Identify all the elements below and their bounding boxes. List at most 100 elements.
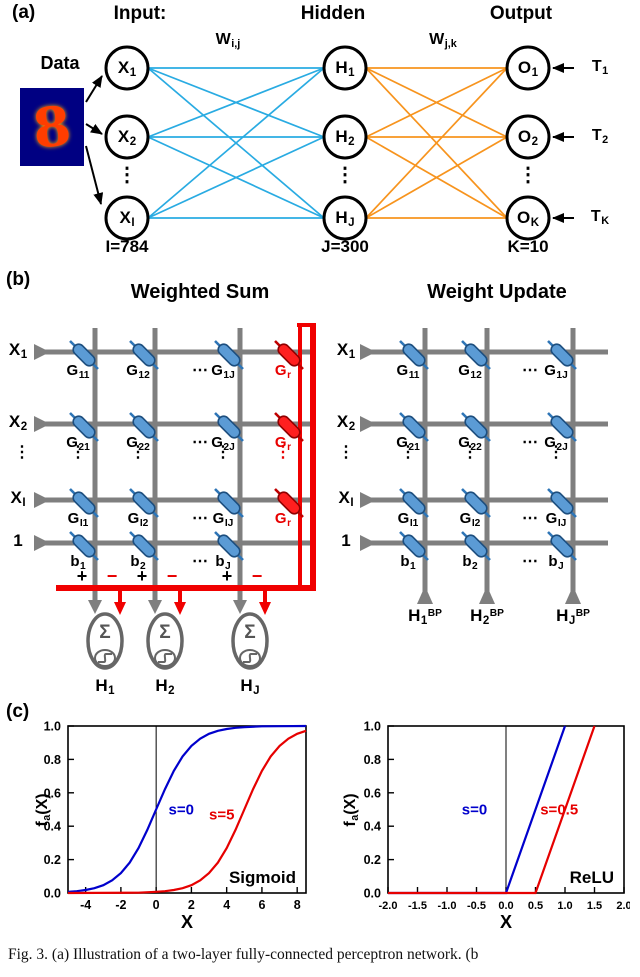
input-node-circle (104, 45, 150, 91)
ws-col-ellipsis-2: ⋮ (70, 444, 86, 461)
x-tick-label: 1.5 (587, 900, 602, 912)
network-diagram-svg (85, 45, 574, 241)
weight-ij-label: Wi,j (215, 31, 241, 51)
wu-conductance-label-33: GIJ (545, 510, 567, 529)
relu-chart-svg: -2.0 -1.5 -1.0 -0.5 0.0 0.5 1.0 1.5 2.0 0.0 0.2 0.4… (364, 720, 632, 913)
ws-bias-label-3: bJ (215, 553, 231, 572)
wu-row-label-4: 1 (341, 531, 351, 550)
neuron-circles (104, 45, 551, 241)
hidden-output-weight-lines (365, 67, 508, 219)
ws-conductance-label-32: GI2 (127, 510, 149, 529)
wu-row-ellipsis-3: ⋯ (522, 510, 538, 527)
series-label: s=0 (462, 802, 487, 819)
input-node-label-xi: XI (119, 208, 135, 230)
plus-sign-3: + (221, 566, 233, 586)
wu-input-arrows (360, 344, 581, 604)
wu-conductance-label-13: G1J (544, 362, 568, 381)
wu-conductance-label-22: G22 (458, 434, 482, 453)
y-tick-label: 0.0 (44, 887, 61, 901)
hidden-node-circle (322, 195, 368, 241)
ws-reference-conductance-label-1: Gr (274, 362, 292, 381)
wu-conductance-label-32: GI2 (459, 510, 481, 529)
panel-a-tag: (a) (12, 2, 36, 23)
sigmoid-y-axis-label: fa(X) (34, 793, 54, 827)
ws-reference-conductance-label-3: Gr (274, 510, 292, 529)
ws-conductance-label-31: GI1 (67, 510, 89, 529)
backprop-label-2: H2BP (470, 606, 504, 628)
relu-x-axis-label: X (499, 912, 512, 932)
sigmoid-x-axis-label: X (180, 912, 193, 932)
activation-name: ReLU (570, 868, 614, 887)
wu-conductance-label-23: G2J (544, 434, 568, 453)
ws-col-ellipsis-4: ⋮ (215, 444, 231, 461)
panel-c-tag: (c) (6, 701, 30, 722)
ws-row-ellipsis-3: ⋯ (192, 510, 208, 527)
output-count-label: K=10 (507, 237, 549, 256)
x-tick-label: -1.0 (438, 900, 457, 912)
x-tick-label: -2 (115, 898, 126, 912)
ws-conductance-label-13: G1J (211, 362, 235, 381)
sigmoid-plot: -4 -2 0 2 4 6 8 0.0 0.2 0.4 0.6 0.8 1.0 s=0 s=5 Sigmoid (18, 706, 312, 946)
wu-col-ellipsis-2: ⋮ (400, 444, 416, 461)
sum-activation-units: Σ Σ Σ (86, 612, 269, 670)
ws-row-label-4: 1 (13, 531, 23, 550)
target-label-t1: T1 (591, 58, 609, 78)
hidden-node-label-h1: H1 (335, 58, 355, 80)
ws-conductance-label-21: G21 (66, 434, 90, 453)
crossbar-diagram-svg: Σ Σ Σ (34, 323, 608, 670)
sigmoid-glyph (243, 653, 257, 663)
input-node-circle (104, 114, 150, 160)
output-node-label-ok: OK (516, 208, 540, 230)
x-tick-label: -4 (80, 898, 91, 912)
hidden-output-label-1: H1 (95, 676, 115, 698)
sigmoid-chart-svg: -4 -2 0 2 4 6 8 0.0 0.2 0.4 0.6 0.8 1.0 s=0 s=5 Sigmoid (44, 720, 307, 912)
output-ellipsis: ⋮ (518, 164, 538, 186)
hidden-node-label-h2: H2 (335, 127, 355, 149)
x-tick-label: 6 (258, 898, 265, 912)
y-tick-label: 0.6 (44, 786, 61, 800)
data-input-arrows (85, 75, 104, 205)
wu-col-ellipsis-4: ⋮ (548, 444, 564, 461)
digit-8: 8 (29, 93, 75, 161)
relu-y-axis-label: fa(X) (342, 793, 362, 827)
ws-conductance-label-12: G12 (126, 362, 150, 381)
ws-row-ellipsis-4: ⋯ (192, 553, 208, 570)
y-tick-label: 0.4 (364, 820, 381, 834)
input-count-label: I=784 (105, 237, 149, 256)
panel-b-tag: (b) (6, 269, 31, 290)
y-tick-label: 0.8 (364, 753, 381, 767)
sigma-symbol: Σ (159, 622, 170, 643)
ws-bias-label-1: b1 (70, 553, 86, 572)
sigma-symbol: Σ (244, 622, 255, 643)
hidden-count-label: J=300 (321, 237, 369, 256)
plus-sign-1: + (76, 566, 88, 586)
weight-jk-label: Wj,k (429, 31, 457, 51)
sigmoid-glyph (158, 653, 172, 663)
wu-row-label-2: X2 (336, 412, 356, 434)
x-tick-label: 0 (153, 898, 160, 912)
ws-col-ellipsis-3: ⋮ (130, 444, 146, 461)
output-node-circle (505, 45, 551, 91)
ws-conductance-label-33: GIJ (212, 510, 234, 529)
series-label: s=5 (209, 807, 234, 824)
wu-row-ellipsis-2: ⋯ (522, 434, 538, 451)
ws-row-label-3: XI (10, 488, 26, 510)
sigma-symbol: Σ (99, 622, 110, 643)
wu-conductance-label-11: G11 (396, 362, 420, 381)
ws-row-ellipsis-2: ⋯ (192, 434, 208, 451)
x-tick-label: 8 (294, 898, 301, 912)
wu-col-ellipsis-3: ⋮ (462, 444, 478, 461)
x-tick-label: 4 (223, 898, 230, 912)
x-tick-label: -2.0 (379, 900, 398, 912)
x-tick-label: -1.5 (408, 900, 427, 912)
input-node-label-x2: X2 (117, 127, 137, 149)
backprop-label-1: H1BP (408, 606, 442, 628)
hidden-node-circle (322, 45, 368, 91)
wu-bias-label-1: b1 (400, 553, 416, 572)
wu-conductance-label-21: G21 (396, 434, 420, 453)
wu-conductance-label-31: GI1 (397, 510, 419, 529)
ws-bias-label-2: b2 (130, 553, 146, 572)
minus-sign-2: − (166, 566, 178, 586)
ws-conductance-label-11: G11 (66, 362, 90, 381)
